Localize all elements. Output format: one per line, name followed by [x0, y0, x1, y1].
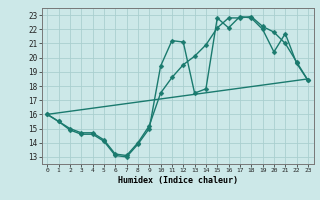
X-axis label: Humidex (Indice chaleur): Humidex (Indice chaleur)	[118, 176, 237, 185]
